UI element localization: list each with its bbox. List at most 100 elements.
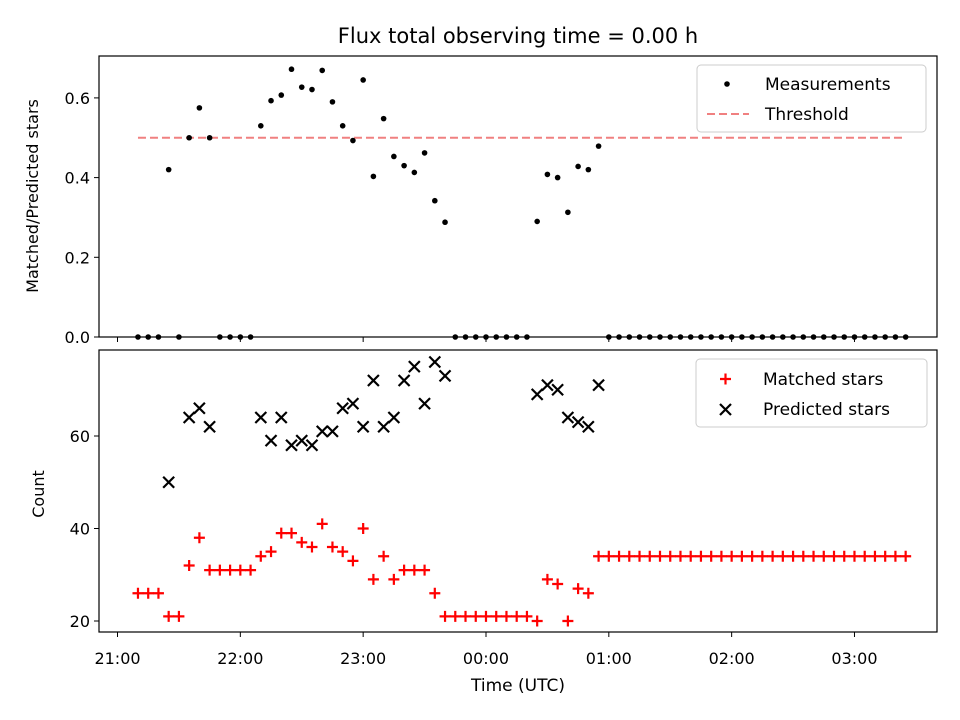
predicted-star-point [203,420,216,434]
matched-star-point [623,550,635,562]
matched-star-point [132,587,144,599]
matched-star-point [562,615,574,627]
matched-star-point [674,550,686,562]
top-plot-frame [98,55,938,338]
x-axis-label: Time (UTC) [470,676,565,696]
measurement-point [268,97,274,104]
matched-star-point [419,564,431,576]
predicted-star-point [315,425,329,438]
predicted-star-point [387,411,401,424]
matched-star-point [695,550,707,562]
matched-star-point [378,550,390,562]
matched-star-point [726,550,738,562]
predicted-star-point [305,438,319,452]
matched-star-point [705,550,717,562]
matched-star-point [275,527,287,539]
matched-star-point [828,550,840,562]
matched-star-point [142,587,154,599]
matched-star-point [173,610,185,622]
matched-star-point [306,541,318,553]
matched-star-point [572,583,584,595]
measurement-point [575,163,581,170]
predicted-star-point [582,420,595,434]
top-y-axis-label: Matched/Predicted stars [23,99,42,293]
matched-star-point [347,555,359,567]
matched-star-point [439,610,451,622]
x-tick-label: 02:00 [709,649,755,668]
matched-star-point [859,550,871,562]
x-tick-label: 03:00 [831,649,877,668]
predicted-star-point [541,378,554,392]
bottom-y-axis-label: Count [29,470,48,518]
matched-star-point [879,550,891,562]
matched-star-point [511,610,523,622]
predicted-star-point [571,415,585,429]
x-tick-label: 01:00 [586,649,632,668]
predicted-star-point [561,411,575,424]
matched-star-point [234,564,246,576]
predicted-star-point [377,420,390,434]
bottom-panel: 20 40 60 21:00 22:00 23:00 00:00 01:00 02:00 03:… [29,349,938,696]
matched-star-point [470,610,482,622]
bottom-legend-box [695,358,928,428]
bottom-x-axis: 21:00 22:00 23:00 00:00 01:00 02:00 03:00 [94,632,878,668]
top-y-tick-label: 0.2 [65,248,90,267]
matched-star-point [224,564,236,576]
predicted-star-point [182,411,196,424]
measurement-point [595,143,602,149]
x-tick-label: 21:00 [94,649,140,668]
matched-star-point [838,550,850,562]
measurement-point [432,197,438,204]
matched-star-point [193,532,205,544]
predicted-star-point [193,401,206,415]
measurement-point [165,166,172,173]
matched-star-point [204,564,216,576]
measurement-point [360,77,366,83]
predicted-star-point [264,434,278,447]
top-panel: 0.0 0.2 0.4 0.6 Matched/Predicted stars Mea… [23,55,938,347]
predicted-star-point [254,411,268,424]
legend-matched-marker [720,373,731,385]
x-tick-label: 00:00 [463,649,509,668]
matched-star-point [388,573,400,585]
measurement-point [391,153,397,160]
matched-star-point [603,550,615,562]
matched-star-point [582,587,594,599]
measurement-point [206,134,213,141]
chart-title: Flux total observing time = 0.00 h [338,24,698,48]
top-y-tick-label: 0.6 [65,89,90,108]
matched-star-point [460,610,472,622]
matched-star-point [163,610,175,622]
bottom-plot-frame [98,349,938,633]
top-x-ticks [117,337,855,342]
legend-predicted-label: Predicted stars [763,400,890,420]
matched-star-point [869,550,881,562]
matched-star-point [767,550,779,562]
x-tick-label: 23:00 [340,649,386,668]
matched-star-point [326,541,338,553]
measurement-point [288,66,295,73]
predicted-star-point [418,397,431,410]
matched-star-point [593,550,605,562]
count-markers [132,355,912,627]
matched-star-point [245,564,257,576]
matched-star-point [521,610,533,622]
matched-star-point [490,610,502,622]
legend-predicted-marker [719,403,732,416]
matched-star-point [214,564,226,576]
matched-star-point [685,550,697,562]
matched-star-point [480,610,492,622]
predicted-star-point [551,383,564,397]
predicted-star-point [162,475,175,489]
matched-star-point [296,536,308,548]
matched-star-point [900,550,912,562]
matched-star-point [808,550,820,562]
measurement-point [298,84,305,90]
predicted-star-point [530,388,544,401]
matched-star-point [183,560,195,571]
matched-star-point [337,546,349,558]
measurement-point [339,122,346,129]
matched-star-point [398,564,410,576]
predicted-star-point [346,397,360,410]
